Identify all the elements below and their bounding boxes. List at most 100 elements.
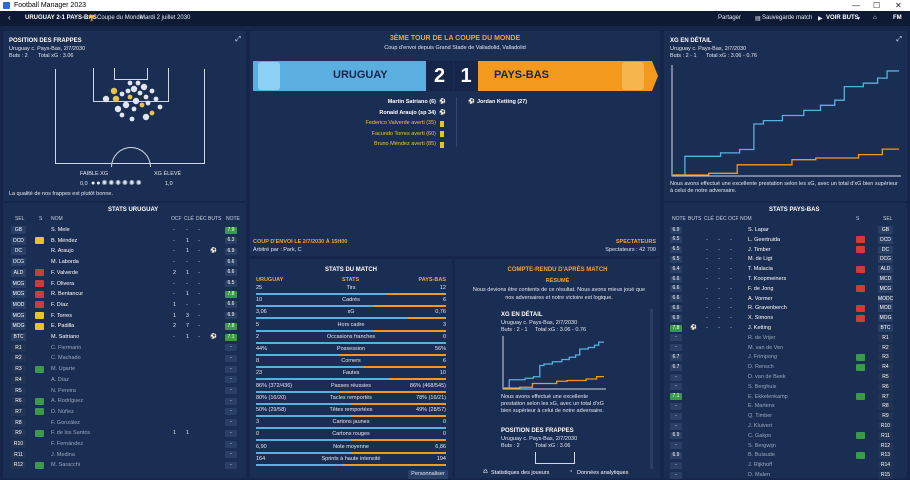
netherlands-player-row[interactable]: 7.8 ⚽ - - - J. Ketting BTC <box>664 323 907 333</box>
player-name[interactable]: F. Torres <box>51 312 72 319</box>
player-name[interactable]: L. Geertruida <box>748 236 781 243</box>
netherlands-player-row[interactable]: - M. van de Ven R2 <box>664 343 907 353</box>
shot-marker[interactable] <box>122 101 130 109</box>
uruguay-player-row[interactable]: R11 J. Medina - <box>3 450 246 460</box>
player-name[interactable]: F. Fernández <box>51 441 84 447</box>
col-dec-r[interactable]: DÉC <box>716 216 727 222</box>
player-name[interactable]: R. de Vrijer <box>748 334 776 341</box>
player-name[interactable]: F. de Jong <box>748 285 774 292</box>
col-s-r[interactable]: S <box>856 216 860 222</box>
netherlands-player-row[interactable]: 6.6 - - - T. Koopmeiners MCD <box>664 274 907 284</box>
player-name[interactable]: E. Martens <box>748 403 775 410</box>
player-name[interactable]: S. Mele <box>51 227 70 233</box>
shot-marker[interactable] <box>153 96 159 102</box>
close-icon[interactable]: ✕ <box>895 1 902 10</box>
shot-marker[interactable] <box>132 97 140 105</box>
uruguay-player-row[interactable]: R8 F. González - <box>3 418 246 428</box>
uruguay-player-row[interactable]: R12 M. Saracchi - <box>3 460 246 470</box>
player-name[interactable]: D. Rensch <box>748 364 774 371</box>
uruguay-player-row[interactable]: DCG M. Laborda - - - 6.6 <box>3 257 246 267</box>
uruguay-player-row[interactable]: R4 A. Díaz - <box>3 375 246 385</box>
netherlands-player-row[interactable]: - J. Rijkhoff R14 <box>664 460 907 470</box>
uruguay-player-row[interactable]: ALD F. Valverde 2 1 - 6.6 <box>3 268 246 278</box>
player-name[interactable]: J. Timber <box>748 246 771 253</box>
uruguay-player-row[interactable]: DCD B. Méndez - 1 - 6.3 <box>3 236 246 246</box>
shot-marker[interactable] <box>127 80 133 86</box>
player-name[interactable]: E. Ekkelenkamp <box>748 393 788 400</box>
uruguay-player-row[interactable]: MOD F. Díaz 1 - - 6.6 <box>3 300 246 310</box>
uruguay-player-row[interactable]: R10 F. Fernández - <box>3 439 246 449</box>
analytics-button[interactable]: Données analytiques <box>577 470 629 476</box>
shot-marker[interactable] <box>140 83 148 91</box>
uruguay-player-row[interactable]: DC R. Araujo - 1 - ⚽ 6.9 <box>3 246 246 256</box>
shot-marker[interactable] <box>137 90 143 96</box>
shot-marker[interactable] <box>131 106 137 112</box>
player-name[interactable]: J. Ketting <box>748 325 771 331</box>
share-button[interactable]: Partager <box>718 15 742 21</box>
player-name[interactable]: X. Simons <box>748 315 774 322</box>
player-name[interactable]: M. Laborda <box>51 259 79 266</box>
netherlands-player-row[interactable]: 7.1 E. Ekkelenkamp R7 <box>664 392 907 402</box>
player-name[interactable]: C. Fiermarin <box>51 344 82 351</box>
player-name[interactable]: S. Berghuis <box>748 383 777 390</box>
shot-marker[interactable] <box>157 104 163 110</box>
player-name[interactable]: R. Gravenberch <box>748 305 787 312</box>
player-name[interactable]: B. Méndez <box>51 237 78 244</box>
col-nom[interactable]: NOM <box>51 216 63 222</box>
player-name[interactable]: Q. Timber <box>748 413 773 420</box>
uruguay-player-row[interactable]: BTC M. Satriano - 1 - ⚽ 7.1 <box>3 332 246 342</box>
player-name[interactable]: J. Frimpong <box>748 354 778 361</box>
expand-icon[interactable]: ⤢ <box>235 36 241 43</box>
col-sel-r[interactable]: SEL <box>883 216 893 222</box>
player-name[interactable]: M. de Ligt <box>748 256 773 263</box>
netherlands-player-row[interactable]: - Q. Timber R9 <box>664 411 907 421</box>
shot-marker[interactable] <box>125 88 131 94</box>
col-nom-r[interactable]: NOM <box>740 216 752 222</box>
uruguay-player-row[interactable]: MOG E. Padilla 2 7 - 7.8 <box>3 321 246 331</box>
uruguay-player-row[interactable]: R2 C. Machado - <box>3 353 246 363</box>
netherlands-player-row[interactable]: 6.9 - - - X. Simons MOG <box>664 313 907 323</box>
player-name[interactable]: F. Valverde <box>51 269 79 276</box>
netherlands-player-row[interactable]: 6.7 J. Frimpong R3 <box>664 352 907 362</box>
player-name[interactable]: M. Satriano <box>51 334 80 340</box>
player-name[interactable]: M. van de Ven <box>748 344 784 351</box>
save-match-button[interactable]: Sauvegarde match <box>762 15 813 21</box>
uruguay-player-row[interactable]: R7 D. Núñez - <box>3 407 246 417</box>
chevron-down-icon[interactable]: ▾ <box>857 16 861 22</box>
shot-marker[interactable] <box>142 113 150 121</box>
scrollbar[interactable] <box>650 309 653 469</box>
netherlands-player-row[interactable]: 6.5 - - - J. Timber DC <box>664 245 907 255</box>
shot-marker[interactable] <box>149 110 155 116</box>
shot-marker[interactable] <box>145 100 151 106</box>
shot-marker[interactable] <box>149 88 155 94</box>
col-cle-r[interactable]: CLÉ <box>704 216 714 222</box>
customize-button[interactable]: Personnaliser <box>408 470 448 479</box>
netherlands-player-row[interactable]: 6.9 S. Lapar GB <box>664 225 907 235</box>
uruguay-player-row[interactable]: R9 F. de los Santos 1 1 - <box>3 428 246 438</box>
col-ocf[interactable]: OCF <box>171 216 182 222</box>
col-buts[interactable]: BUTS <box>208 216 222 222</box>
netherlands-player-row[interactable]: - S. Berghuis R6 <box>664 382 907 392</box>
col-s[interactable]: S <box>39 216 43 222</box>
uruguay-player-row[interactable]: R1 C. Fiermarin - <box>3 343 246 353</box>
player-name[interactable]: N. Pereira <box>51 387 76 394</box>
player-name[interactable]: J. Rijkhoff <box>748 462 773 469</box>
col-note-r[interactable]: NOTE <box>672 216 686 222</box>
uruguay-player-row[interactable]: GB S. Mele - - - 7.9 <box>3 225 246 235</box>
col-cle[interactable]: CLÉ <box>184 216 194 222</box>
netherlands-player-row[interactable]: 6.9 B. Bulaude R13 <box>664 450 907 460</box>
shot-marker[interactable] <box>139 102 145 108</box>
uruguay-player-row[interactable]: MCG F. Torres 1 3 - 6.9 <box>3 311 246 321</box>
player-name[interactable]: J. Kluivert <box>748 423 773 429</box>
player-name[interactable]: R. Araujo <box>51 248 74 255</box>
netherlands-player-row[interactable]: 6.5 - - - L. Geertruida DCD <box>664 235 907 245</box>
netherlands-player-row[interactable]: 6.7 D. Rensch R4 <box>664 362 907 372</box>
player-name[interactable]: D. van de Beek <box>748 374 786 380</box>
col-ocf-r[interactable]: OCF <box>728 216 739 222</box>
player-name[interactable]: S. Bergwijn <box>748 442 776 449</box>
netherlands-player-row[interactable]: - D. Malen R15 <box>664 470 907 480</box>
netherlands-player-row[interactable]: - D. van de Beek R5 <box>664 372 907 382</box>
home-icon[interactable]: ⌂ <box>873 15 877 21</box>
player-name[interactable]: J. Medina <box>51 451 75 458</box>
player-name[interactable]: F. Díaz <box>51 301 69 308</box>
